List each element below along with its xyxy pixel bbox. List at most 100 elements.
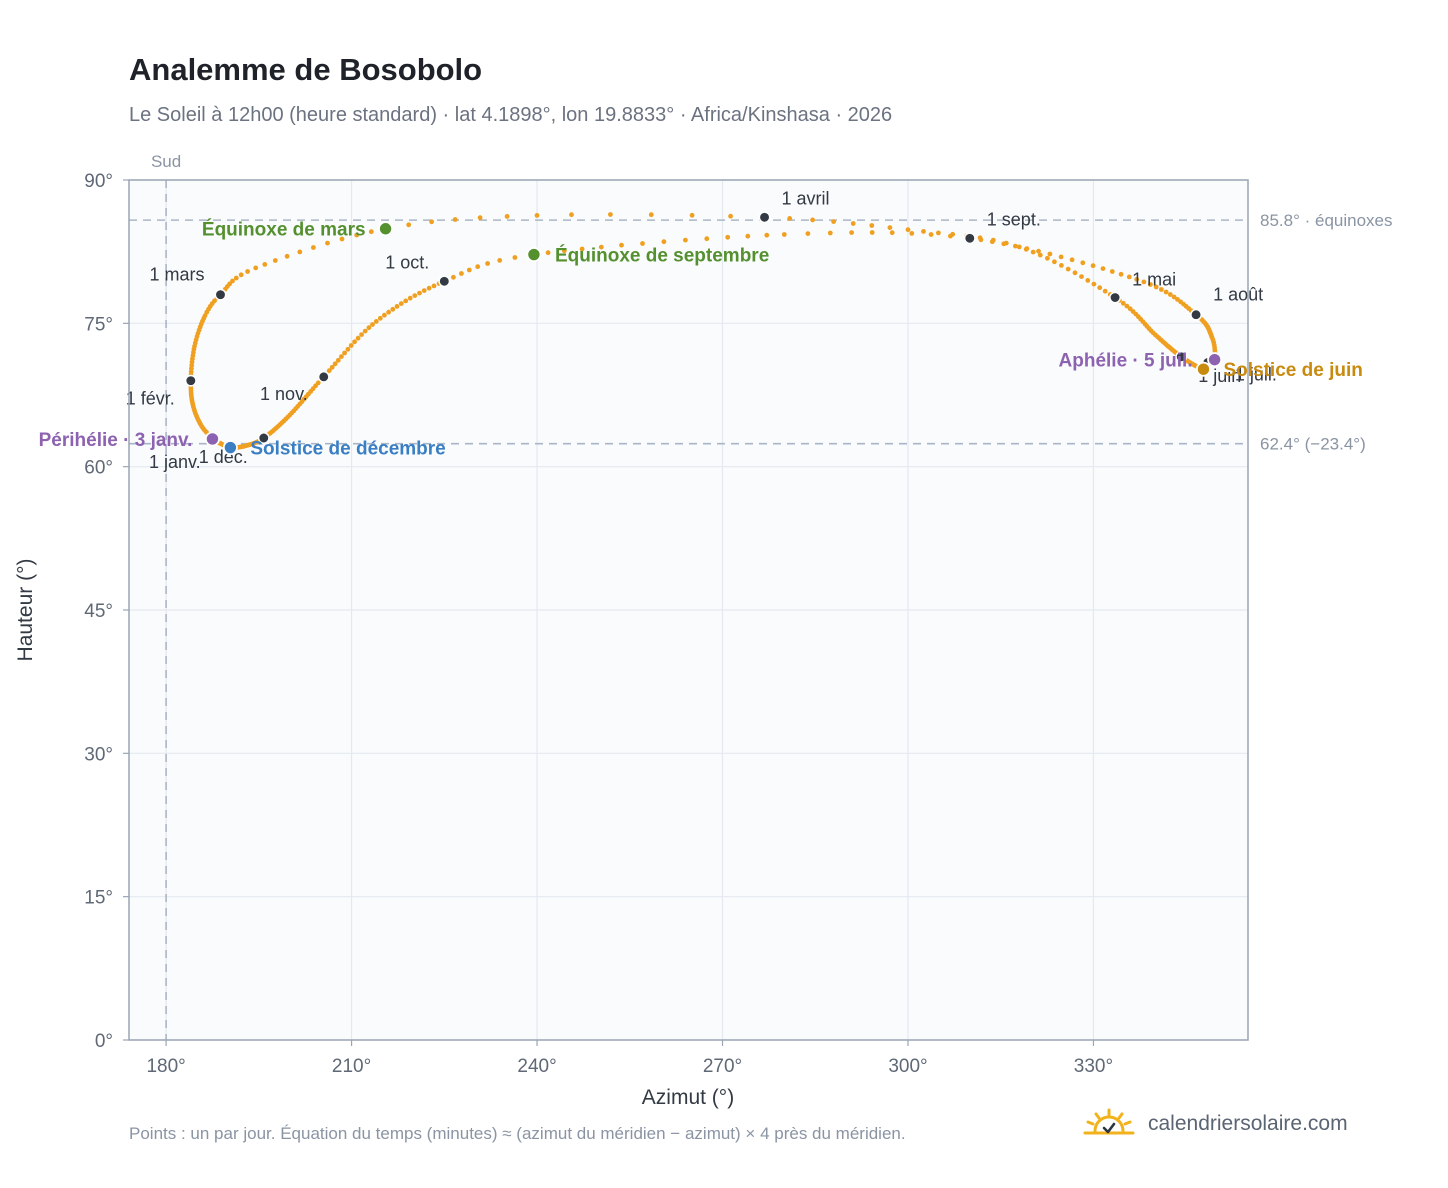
month-marker xyxy=(317,370,330,383)
day-point xyxy=(928,232,934,237)
day-point xyxy=(335,357,341,363)
day-point xyxy=(1100,266,1106,271)
brand-name: calendriersolaire.com xyxy=(1148,1112,1348,1135)
day-point xyxy=(485,261,490,266)
day-point xyxy=(373,319,379,324)
day-point xyxy=(407,295,413,301)
reference-line-label: 62.4° (−23.4°) xyxy=(1260,435,1366,454)
day-point xyxy=(978,237,984,243)
x-tick-label: 300° xyxy=(888,1056,927,1077)
day-point xyxy=(297,249,303,255)
month-label: 1 mars xyxy=(149,265,204,285)
day-point xyxy=(262,262,268,267)
y-tick-label: 30° xyxy=(84,744,113,765)
y-tick-label: 75° xyxy=(84,314,113,335)
day-point xyxy=(869,223,875,228)
day-point xyxy=(370,322,375,327)
day-point xyxy=(1159,287,1164,292)
axis-ticks: 180° 210° 240° 270° 300° 330° 0° 15° 30° 45° 60° 75… xyxy=(84,171,1113,1077)
day-point xyxy=(406,222,412,228)
day-point xyxy=(1109,269,1115,274)
day-point xyxy=(608,212,613,217)
month-marker xyxy=(1175,350,1188,363)
sun-check-icon xyxy=(1083,1108,1135,1135)
day-point xyxy=(545,250,551,256)
day-point xyxy=(1124,303,1130,309)
day-point xyxy=(366,325,372,331)
day-point xyxy=(1141,279,1147,285)
page-subtitle: Le Soleil à 12h00 (heure standard) · lat… xyxy=(129,104,893,126)
day-point xyxy=(936,230,941,236)
x-axis-label: Azimut (°) xyxy=(642,1086,734,1109)
day-point xyxy=(459,271,464,276)
day-point xyxy=(390,306,396,312)
day-point xyxy=(1120,300,1126,306)
day-point xyxy=(386,309,391,315)
day-point xyxy=(368,229,374,235)
day-point xyxy=(311,245,316,250)
event-marker xyxy=(1195,361,1211,377)
day-point xyxy=(831,219,836,225)
page-title: Analemme de Bosobolo xyxy=(129,52,483,87)
month-marker xyxy=(1109,291,1122,304)
reference-lines: 85.8° · équinoxes 62.4° (−23.4°) xyxy=(129,211,1393,454)
day-point xyxy=(466,267,472,273)
day-point xyxy=(598,244,604,250)
day-point xyxy=(325,240,330,246)
day-point xyxy=(849,230,854,236)
day-point xyxy=(909,231,915,236)
y-tick-label: 90° xyxy=(84,171,113,192)
event-label: Équinoxe de mars xyxy=(202,219,366,241)
month-marker xyxy=(1190,308,1203,321)
day-point xyxy=(382,312,387,318)
day-point xyxy=(253,265,259,271)
day-point xyxy=(451,274,456,280)
day-point xyxy=(1030,249,1036,255)
month-label: 1 avril xyxy=(782,188,830,208)
month-label: 1 oct. xyxy=(385,252,429,272)
day-point xyxy=(354,232,360,238)
y-tick-label: 0° xyxy=(95,1031,113,1052)
month-label: 1 janv. xyxy=(149,452,201,472)
day-point xyxy=(431,283,437,289)
day-point xyxy=(869,230,875,235)
day-point xyxy=(1090,263,1096,269)
day-point xyxy=(1153,284,1159,290)
day-point xyxy=(1016,244,1022,250)
day-point xyxy=(579,246,585,252)
day-point xyxy=(810,217,815,223)
month-marker xyxy=(214,288,227,301)
day-point xyxy=(1080,260,1086,266)
day-point xyxy=(764,232,770,238)
x-tick-label: 330° xyxy=(1074,1056,1113,1077)
day-point xyxy=(1045,255,1050,261)
event-marker xyxy=(526,247,542,263)
day-point xyxy=(561,248,567,254)
day-point xyxy=(227,281,233,287)
brand-logo[interactable]: calendriersolaire.com xyxy=(1082,1104,1348,1144)
day-point xyxy=(394,304,400,309)
day-point xyxy=(1134,277,1140,282)
day-point xyxy=(1148,282,1153,287)
day-point xyxy=(362,328,368,334)
day-point xyxy=(1013,243,1018,249)
day-point xyxy=(504,214,510,219)
day-point xyxy=(377,315,383,321)
event-marker xyxy=(1207,352,1223,368)
month-marker xyxy=(758,211,771,224)
event-label: Équinoxe de septembre xyxy=(555,245,769,267)
day-point xyxy=(640,241,645,246)
event-marker xyxy=(378,221,394,237)
day-point xyxy=(827,230,833,236)
day-point xyxy=(245,269,251,274)
day-point xyxy=(398,301,404,306)
day-point xyxy=(339,354,344,359)
day-point xyxy=(683,237,688,243)
day-point xyxy=(648,212,654,218)
day-point xyxy=(1163,289,1169,295)
day-point xyxy=(417,290,422,296)
day-point xyxy=(1065,266,1071,272)
day-point xyxy=(805,231,811,237)
day-point xyxy=(352,339,357,345)
